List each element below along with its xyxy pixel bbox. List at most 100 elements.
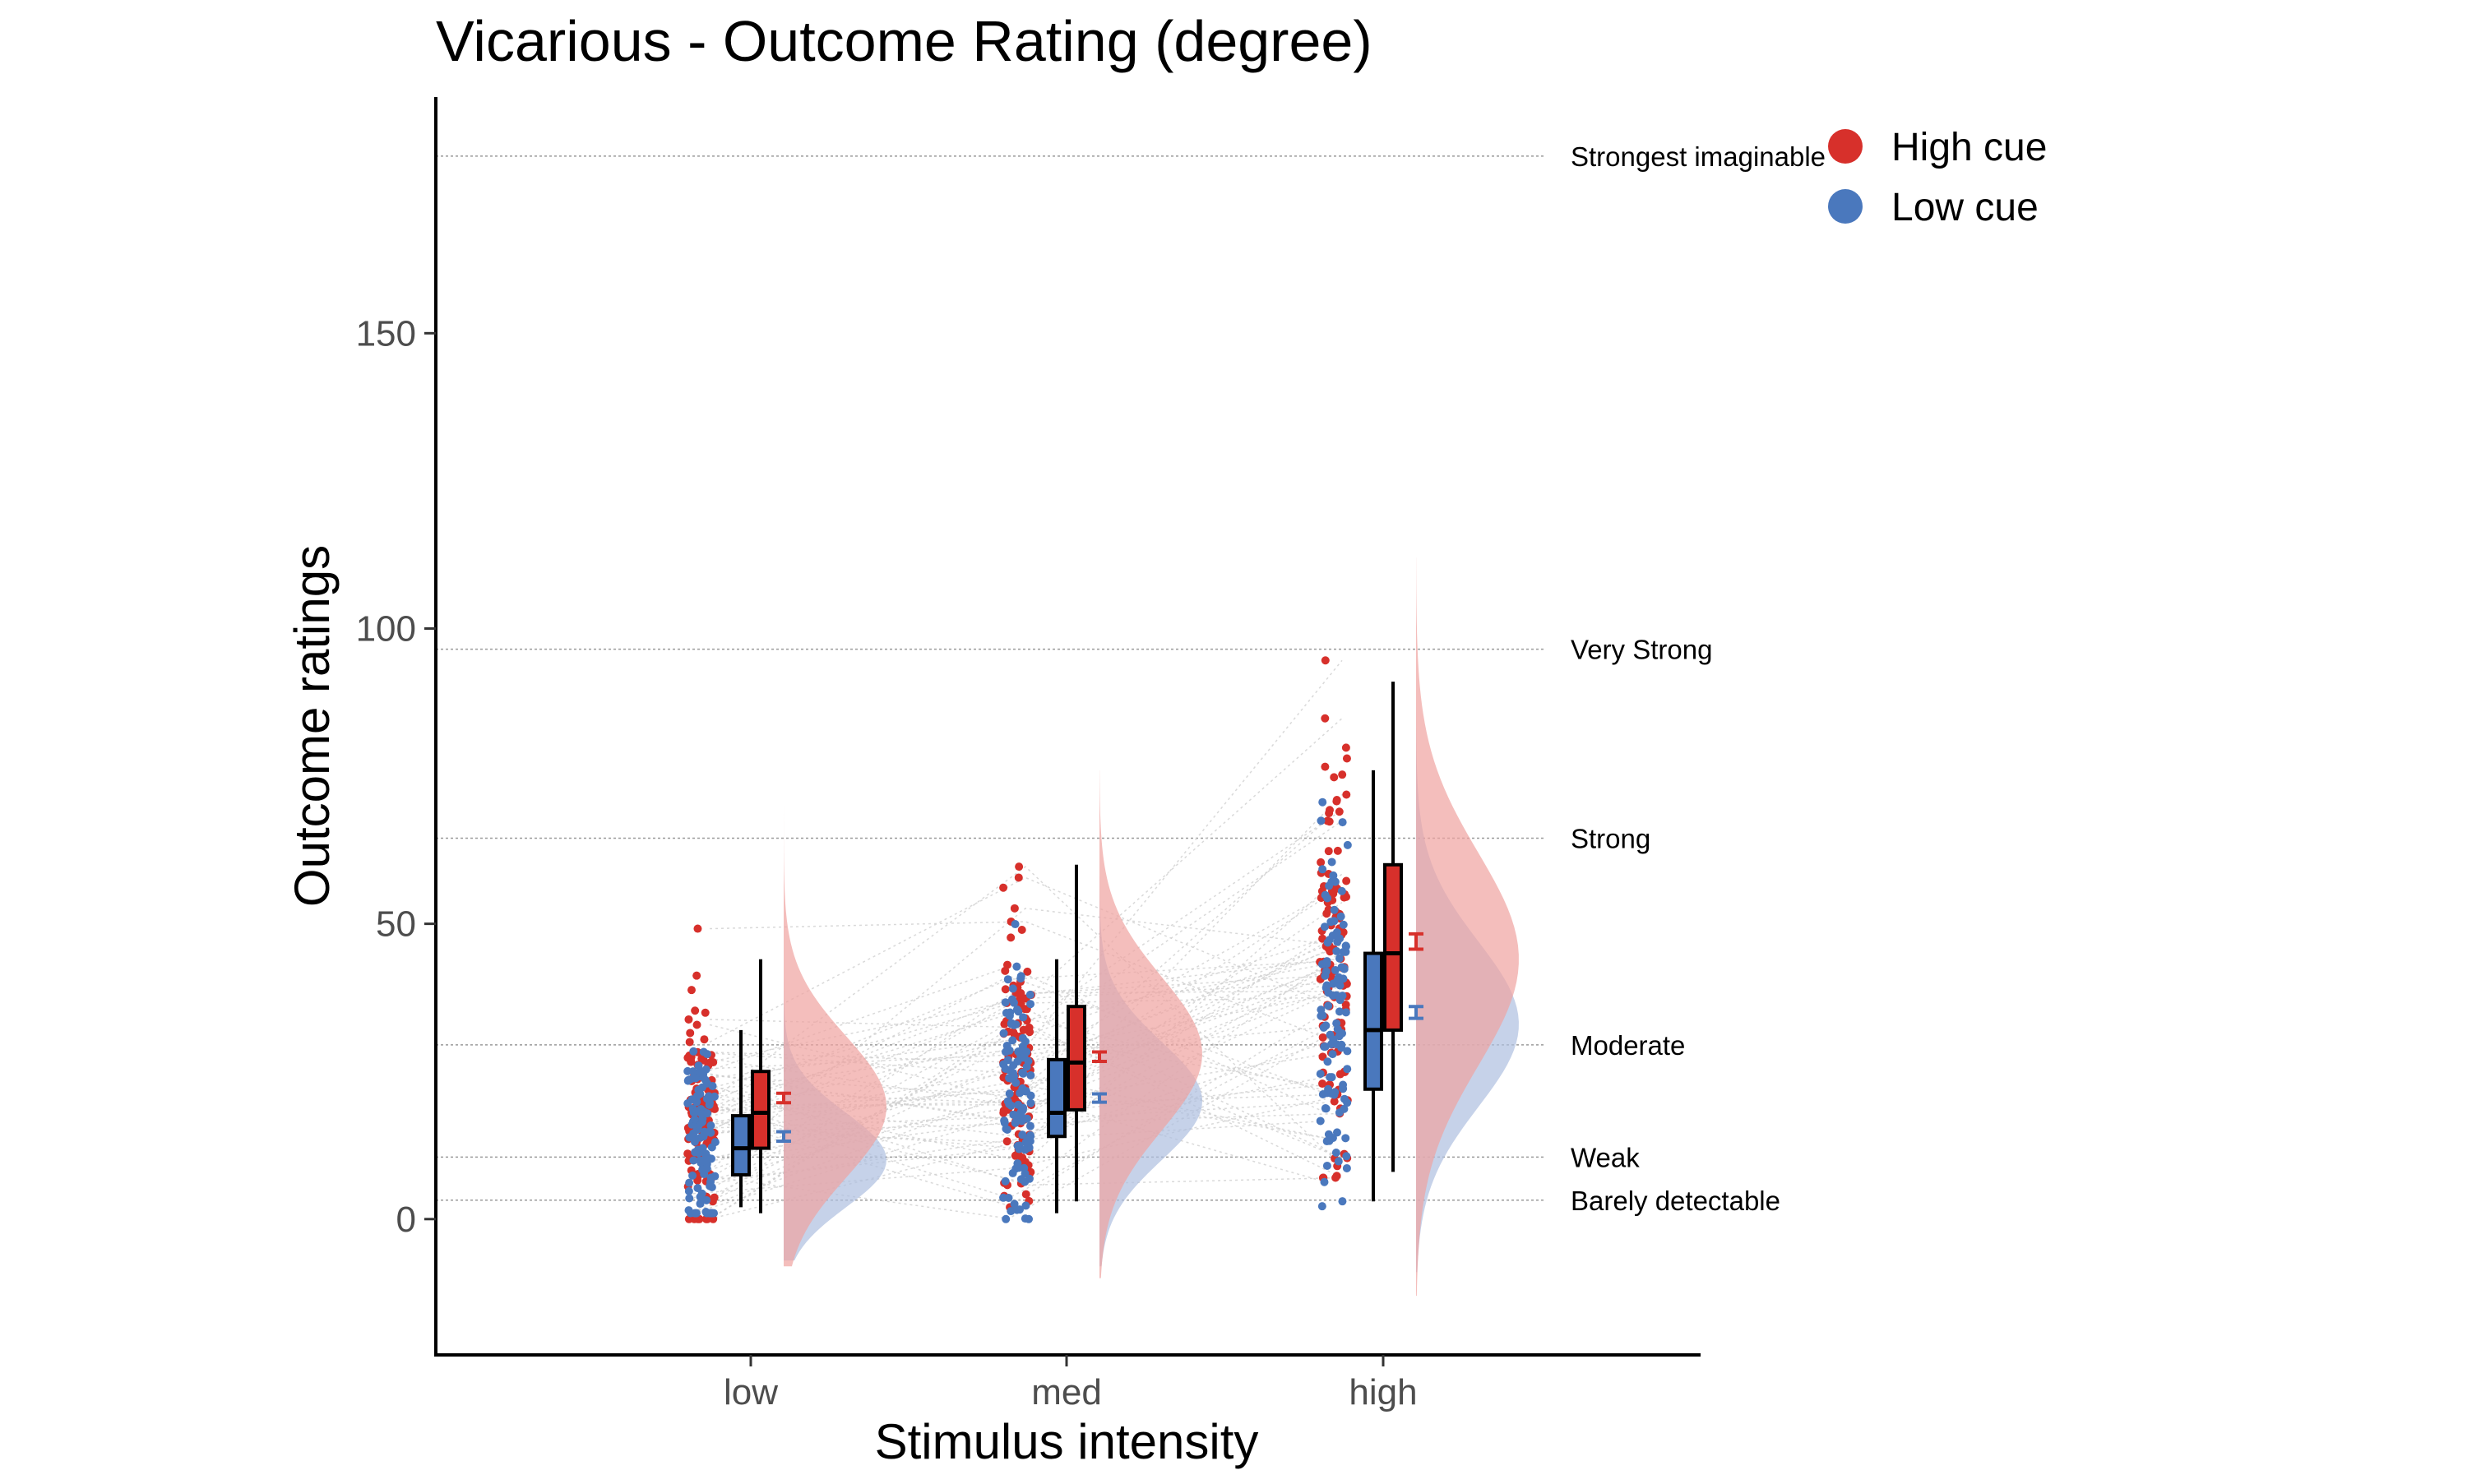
data-point bbox=[1326, 918, 1335, 927]
data-point bbox=[1321, 890, 1330, 899]
data-point bbox=[1001, 966, 1010, 975]
data-point bbox=[1009, 1110, 1018, 1119]
data-point bbox=[1324, 1084, 1333, 1093]
data-point bbox=[1338, 770, 1347, 779]
data-point bbox=[1328, 991, 1337, 1000]
data-point bbox=[1338, 818, 1347, 827]
data-point bbox=[1005, 1099, 1014, 1108]
data-point bbox=[999, 883, 1008, 892]
data-point bbox=[1009, 1028, 1018, 1037]
data-point bbox=[1325, 817, 1334, 826]
data-point bbox=[1327, 1073, 1336, 1082]
data-point bbox=[1005, 1074, 1014, 1083]
data-point bbox=[701, 1008, 710, 1017]
data-point bbox=[1324, 847, 1333, 856]
data-point bbox=[1018, 1130, 1027, 1140]
data-point bbox=[1322, 909, 1331, 918]
data-point bbox=[1008, 984, 1017, 993]
data-point bbox=[1002, 1137, 1011, 1146]
data-point bbox=[1012, 962, 1021, 971]
data-point bbox=[1021, 1201, 1030, 1210]
data-point bbox=[1007, 933, 1016, 942]
density-high-cue-low bbox=[784, 805, 886, 1267]
data-point bbox=[1335, 981, 1345, 990]
data-point bbox=[1332, 928, 1341, 937]
data-point bbox=[1343, 1098, 1352, 1107]
data-point bbox=[1017, 925, 1026, 934]
data-point bbox=[1321, 1021, 1331, 1030]
x-tick-label: med bbox=[1031, 1372, 1102, 1412]
data-point bbox=[1335, 807, 1344, 816]
data-point bbox=[1317, 816, 1326, 825]
data-point bbox=[696, 1089, 705, 1098]
data-point bbox=[701, 1075, 710, 1084]
data-point bbox=[1014, 1047, 1023, 1056]
data-point bbox=[1013, 1056, 1022, 1066]
data-point bbox=[1011, 1118, 1020, 1127]
data-point bbox=[688, 1171, 697, 1180]
data-point bbox=[1335, 996, 1345, 1005]
data-point bbox=[1343, 840, 1352, 849]
data-point bbox=[1338, 1029, 1347, 1038]
data-point bbox=[1337, 1040, 1346, 1049]
data-point bbox=[1332, 1128, 1341, 1137]
data-point bbox=[1000, 1116, 1009, 1126]
data-point bbox=[1015, 1141, 1024, 1150]
reference-lines-layer bbox=[436, 155, 1546, 1201]
data-point bbox=[1013, 1159, 1022, 1168]
data-point bbox=[1016, 1111, 1025, 1120]
data-point bbox=[697, 1109, 706, 1118]
data-point bbox=[1024, 1056, 1033, 1066]
data-point bbox=[1014, 873, 1023, 882]
x-tick-label: low bbox=[724, 1372, 778, 1412]
data-point bbox=[690, 1134, 699, 1143]
data-point bbox=[687, 986, 696, 995]
data-point bbox=[1008, 1036, 1017, 1045]
box-high-cue-med bbox=[1067, 1005, 1086, 1112]
data-point bbox=[1019, 1069, 1028, 1078]
data-point bbox=[1341, 947, 1350, 956]
data-point bbox=[692, 1020, 701, 1029]
data-point bbox=[706, 1209, 715, 1218]
reference-label: Weak bbox=[1571, 1142, 1640, 1172]
data-point bbox=[1321, 1104, 1330, 1113]
data-point bbox=[1334, 1157, 1343, 1166]
data-point bbox=[1317, 858, 1326, 867]
points-layer bbox=[683, 656, 1352, 1223]
legend-marker-high-cue bbox=[1828, 129, 1863, 164]
data-point bbox=[1331, 1149, 1340, 1158]
data-point bbox=[1325, 809, 1334, 818]
data-point bbox=[1321, 762, 1330, 771]
data-point bbox=[689, 1156, 698, 1165]
data-point bbox=[1010, 1200, 1019, 1209]
data-point bbox=[1316, 1116, 1325, 1126]
box-low-cue-med bbox=[1047, 1057, 1067, 1139]
data-point bbox=[1318, 797, 1327, 807]
data-point bbox=[707, 1182, 716, 1191]
data-point bbox=[693, 1184, 702, 1193]
data-point bbox=[684, 1015, 693, 1024]
subject-line bbox=[709, 866, 1343, 1167]
data-point bbox=[1021, 1047, 1030, 1056]
data-point bbox=[1342, 1152, 1351, 1161]
data-point bbox=[1335, 954, 1344, 963]
data-point bbox=[1025, 1174, 1034, 1183]
legend-label: High cue bbox=[1891, 126, 2047, 169]
data-point bbox=[1016, 1175, 1025, 1184]
data-point bbox=[701, 1152, 710, 1161]
data-point bbox=[700, 1035, 709, 1044]
axes-layer: 0 50 100 150 low med high bbox=[356, 97, 1701, 1412]
data-point bbox=[1014, 1007, 1023, 1016]
data-point bbox=[1331, 1173, 1340, 1182]
data-point bbox=[1001, 1177, 1010, 1186]
data-point bbox=[1336, 912, 1345, 921]
y-tick-label: 0 bbox=[396, 1200, 416, 1240]
subject-line bbox=[692, 1120, 1326, 1187]
data-point bbox=[1001, 985, 1010, 994]
data-point bbox=[1342, 790, 1351, 799]
data-point bbox=[1008, 1168, 1017, 1177]
data-point bbox=[710, 1193, 719, 1202]
labels-layer: Strongest imaginable Very Strong Strong Mod… bbox=[285, 9, 1826, 1469]
data-point bbox=[1321, 983, 1331, 992]
